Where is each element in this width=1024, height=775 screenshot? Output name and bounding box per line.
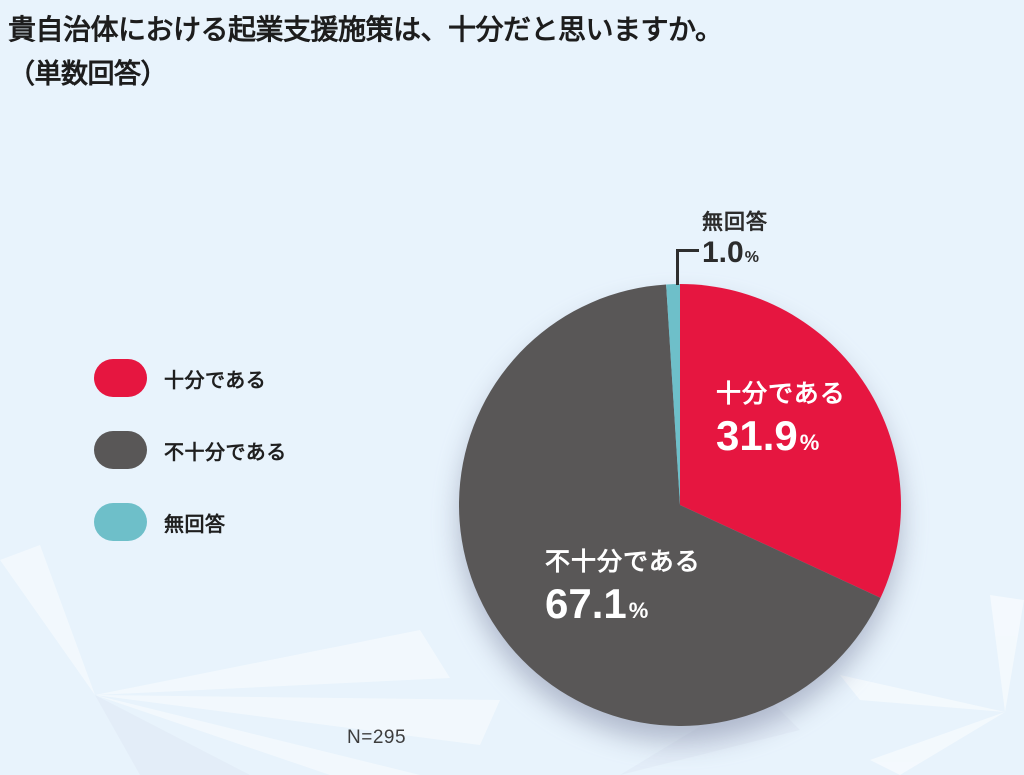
- legend-swatch-sufficient: [94, 359, 147, 397]
- slice-label-no-answer-value: 1.0%: [702, 236, 759, 270]
- pie-chart: [458, 284, 901, 727]
- slice-label-no-answer: 無回答 1.0%: [702, 211, 768, 270]
- legend-swatch-no-answer: [94, 503, 147, 541]
- chart-title-block: 貴自治体における起業支援施策は、十分だと思いますか。 （単数回答）: [8, 14, 723, 90]
- sample-size-note: N=295: [347, 727, 407, 748]
- callout-leader-line-vertical: [676, 249, 679, 285]
- legend-swatch-insufficient: [94, 431, 147, 469]
- page-title: 貴自治体における起業支援施策は、十分だと思いますか。: [8, 14, 723, 45]
- slice-label-sufficient-value: 31.9%: [716, 411, 820, 459]
- callout-leader-line-horizontal: [676, 249, 699, 252]
- slice-label-no-answer-text: 無回答: [702, 211, 768, 234]
- legend-item-sufficient: 十分である: [94, 359, 287, 397]
- legend-label-sufficient: 十分である: [164, 369, 267, 392]
- percent-sign: %: [744, 249, 759, 267]
- pie-slice-1: [458, 284, 881, 727]
- legend: 十分である 不十分である 無回答: [94, 359, 287, 541]
- slice-label-sufficient: 十分である 31.9%: [716, 380, 846, 459]
- slice-label-sufficient-text: 十分である: [716, 380, 846, 408]
- percent-sign: %: [628, 597, 649, 623]
- pie-slice-2: [666, 284, 680, 505]
- legend-label-insufficient: 不十分である: [164, 441, 287, 464]
- legend-item-insufficient: 不十分である: [94, 431, 287, 469]
- percent-sign: %: [799, 429, 820, 455]
- page-subtitle: （単数回答）: [8, 59, 168, 90]
- slice-label-insufficient: 不十分である 67.1%: [545, 548, 701, 627]
- legend-label-no-answer: 無回答: [164, 513, 226, 536]
- legend-item-no-answer: 無回答: [94, 503, 287, 541]
- pie-slice-0: [680, 284, 901, 598]
- slice-label-insufficient-text: 不十分である: [545, 548, 701, 576]
- slice-label-insufficient-value: 67.1%: [545, 579, 649, 627]
